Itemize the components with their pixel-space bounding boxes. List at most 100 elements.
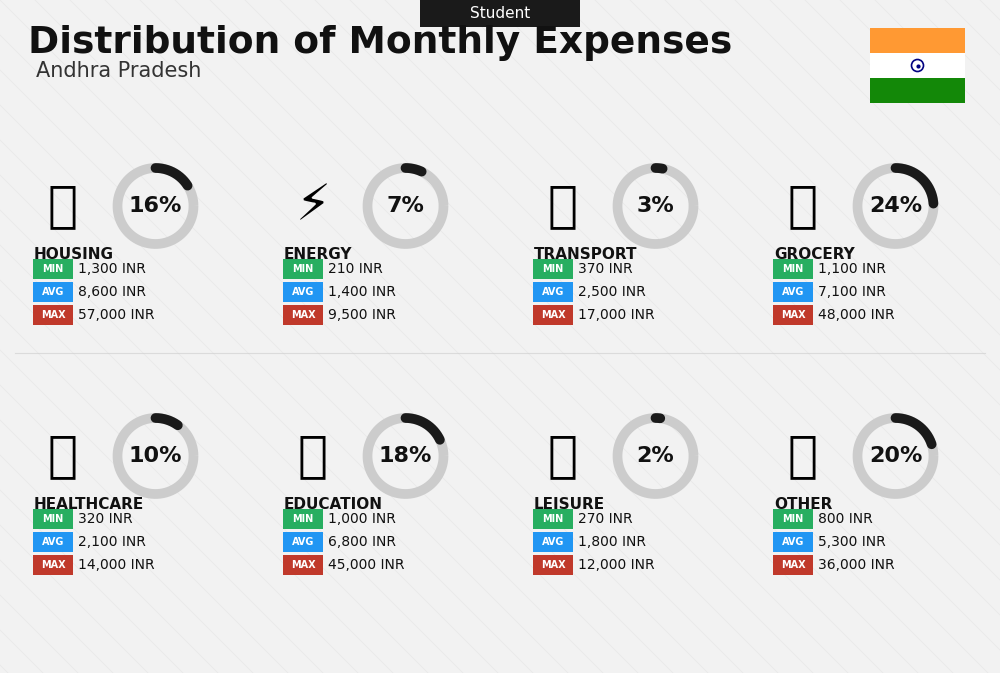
Text: 7%: 7% xyxy=(387,196,424,216)
Text: OTHER: OTHER xyxy=(774,497,832,512)
Text: 12,000 INR: 12,000 INR xyxy=(578,558,655,572)
Text: MAX: MAX xyxy=(291,560,315,570)
Text: 45,000 INR: 45,000 INR xyxy=(328,558,404,572)
Text: 20%: 20% xyxy=(869,446,922,466)
Text: 1,100 INR: 1,100 INR xyxy=(818,262,886,276)
FancyBboxPatch shape xyxy=(533,282,573,302)
Text: MAX: MAX xyxy=(781,310,805,320)
Text: MAX: MAX xyxy=(291,310,315,320)
Text: HEALTHCARE: HEALTHCARE xyxy=(34,497,144,512)
FancyBboxPatch shape xyxy=(420,0,580,27)
Text: 1,300 INR: 1,300 INR xyxy=(78,262,146,276)
FancyBboxPatch shape xyxy=(870,78,965,103)
Text: 10%: 10% xyxy=(129,446,182,466)
FancyBboxPatch shape xyxy=(283,282,323,302)
Text: GROCERY: GROCERY xyxy=(774,247,855,262)
Text: Student: Student xyxy=(470,5,530,20)
Text: MIN: MIN xyxy=(542,514,564,524)
Text: 🛒: 🛒 xyxy=(548,432,578,480)
Text: MAX: MAX xyxy=(541,310,565,320)
FancyBboxPatch shape xyxy=(773,532,813,553)
Text: 🛍️: 🛍️ xyxy=(788,182,818,230)
Text: TRANSPORT: TRANSPORT xyxy=(534,247,638,262)
Text: 6,800 INR: 6,800 INR xyxy=(328,535,396,549)
Text: EDUCATION: EDUCATION xyxy=(284,497,383,512)
Text: 1,000 INR: 1,000 INR xyxy=(328,512,396,526)
FancyBboxPatch shape xyxy=(870,53,965,78)
Text: 36,000 INR: 36,000 INR xyxy=(818,558,895,572)
Text: 270 INR: 270 INR xyxy=(578,512,633,526)
FancyBboxPatch shape xyxy=(283,532,323,553)
Text: LEISURE: LEISURE xyxy=(534,497,605,512)
FancyBboxPatch shape xyxy=(533,509,573,529)
Text: 8,600 INR: 8,600 INR xyxy=(78,285,146,299)
Text: 16%: 16% xyxy=(129,196,182,216)
FancyBboxPatch shape xyxy=(870,28,965,53)
FancyBboxPatch shape xyxy=(533,306,573,325)
FancyBboxPatch shape xyxy=(773,555,813,575)
FancyBboxPatch shape xyxy=(33,532,73,553)
FancyBboxPatch shape xyxy=(533,259,573,279)
Text: Andhra Pradesh: Andhra Pradesh xyxy=(36,61,201,81)
Text: AVG: AVG xyxy=(42,287,64,297)
FancyBboxPatch shape xyxy=(33,259,73,279)
Text: 🏢: 🏢 xyxy=(48,182,78,230)
Text: MAX: MAX xyxy=(41,560,65,570)
Text: 2%: 2% xyxy=(637,446,674,466)
Text: Distribution of Monthly Expenses: Distribution of Monthly Expenses xyxy=(28,25,732,61)
Text: 17,000 INR: 17,000 INR xyxy=(578,308,655,322)
FancyBboxPatch shape xyxy=(33,282,73,302)
Text: MIN: MIN xyxy=(782,514,804,524)
Text: 9,500 INR: 9,500 INR xyxy=(328,308,396,322)
Text: 48,000 INR: 48,000 INR xyxy=(818,308,895,322)
Text: MAX: MAX xyxy=(781,560,805,570)
Text: 320 INR: 320 INR xyxy=(78,512,133,526)
Text: 57,000 INR: 57,000 INR xyxy=(78,308,154,322)
FancyBboxPatch shape xyxy=(773,282,813,302)
Text: 370 INR: 370 INR xyxy=(578,262,633,276)
FancyBboxPatch shape xyxy=(33,509,73,529)
Text: HOUSING: HOUSING xyxy=(34,247,114,262)
Text: 14,000 INR: 14,000 INR xyxy=(78,558,155,572)
FancyBboxPatch shape xyxy=(773,306,813,325)
Text: AVG: AVG xyxy=(782,287,804,297)
Text: 💰: 💰 xyxy=(788,432,818,480)
Text: MIN: MIN xyxy=(292,514,314,524)
Text: 2,500 INR: 2,500 INR xyxy=(578,285,646,299)
FancyBboxPatch shape xyxy=(533,555,573,575)
Text: MIN: MIN xyxy=(42,264,64,275)
FancyBboxPatch shape xyxy=(283,306,323,325)
Text: 800 INR: 800 INR xyxy=(818,512,873,526)
FancyBboxPatch shape xyxy=(533,532,573,553)
Text: 🎓: 🎓 xyxy=(298,432,328,480)
Text: MAX: MAX xyxy=(41,310,65,320)
Text: MIN: MIN xyxy=(542,264,564,275)
Text: AVG: AVG xyxy=(782,537,804,547)
Text: 7,100 INR: 7,100 INR xyxy=(818,285,886,299)
FancyBboxPatch shape xyxy=(773,509,813,529)
FancyBboxPatch shape xyxy=(773,259,813,279)
FancyBboxPatch shape xyxy=(283,509,323,529)
Text: MAX: MAX xyxy=(541,560,565,570)
FancyBboxPatch shape xyxy=(33,555,73,575)
FancyBboxPatch shape xyxy=(33,306,73,325)
Text: 210 INR: 210 INR xyxy=(328,262,383,276)
Text: 18%: 18% xyxy=(379,446,432,466)
Text: 5,300 INR: 5,300 INR xyxy=(818,535,886,549)
Text: 24%: 24% xyxy=(869,196,922,216)
Text: 1,800 INR: 1,800 INR xyxy=(578,535,646,549)
Text: MIN: MIN xyxy=(782,264,804,275)
Text: 🚌: 🚌 xyxy=(548,182,578,230)
Text: 3%: 3% xyxy=(637,196,674,216)
Text: 2,100 INR: 2,100 INR xyxy=(78,535,146,549)
Text: AVG: AVG xyxy=(542,537,564,547)
Text: 🏥: 🏥 xyxy=(48,432,78,480)
Text: AVG: AVG xyxy=(292,287,314,297)
Text: ⚡: ⚡ xyxy=(295,182,331,230)
Text: ENERGY: ENERGY xyxy=(284,247,352,262)
FancyBboxPatch shape xyxy=(283,555,323,575)
Text: MIN: MIN xyxy=(42,514,64,524)
Text: AVG: AVG xyxy=(292,537,314,547)
Text: AVG: AVG xyxy=(542,287,564,297)
Text: 1,400 INR: 1,400 INR xyxy=(328,285,396,299)
